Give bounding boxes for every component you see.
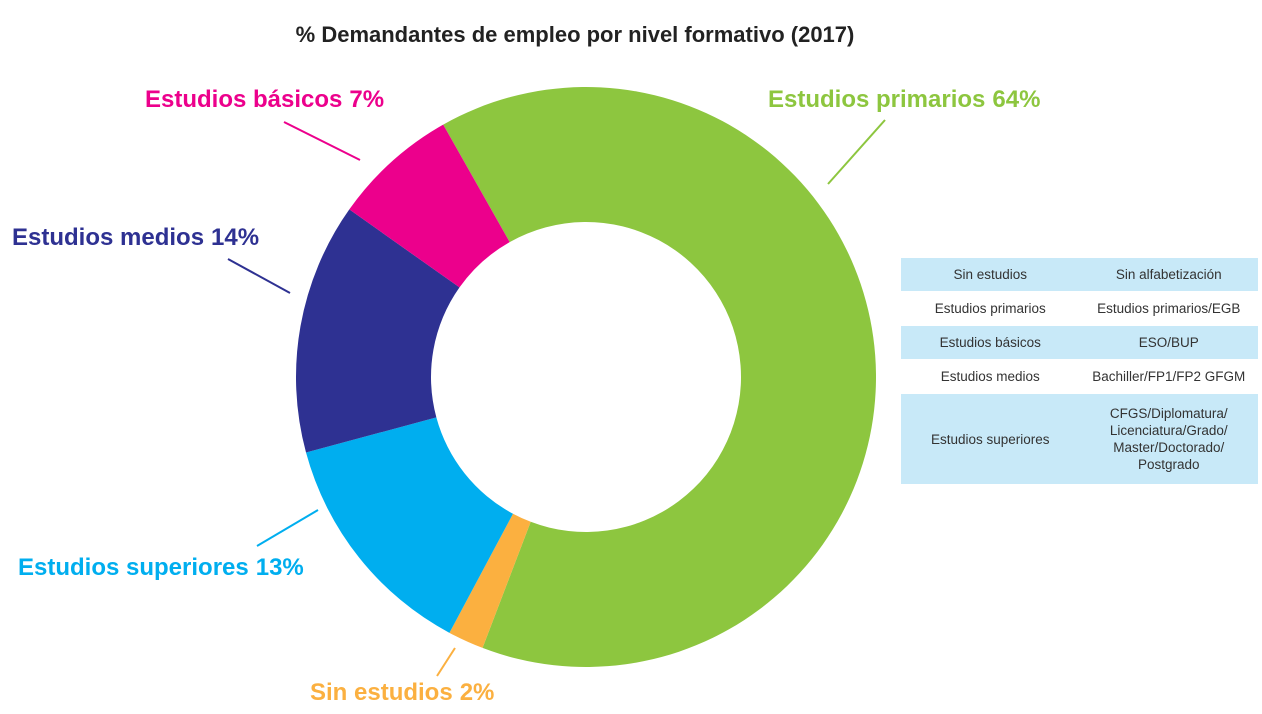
table-cell: Estudios superiores: [901, 393, 1080, 484]
label-value: 2%: [460, 679, 495, 706]
leader-line: [256, 509, 319, 547]
label-value: 7%: [349, 86, 384, 113]
donut-segment: [449, 513, 531, 648]
data-label: Estudios primarios 64%: [768, 86, 1040, 113]
table-cell: Estudios primarios: [901, 291, 1080, 326]
table-row: Estudios básicos ESO/BUP: [901, 325, 1258, 360]
data-label: Estudios básicos 7%: [145, 86, 384, 113]
table-cell: Estudios básicos: [901, 325, 1080, 360]
leader-line: [827, 119, 886, 185]
table-row: Estudios medios Bachiller/FP1/FP2 GFGM: [901, 359, 1258, 394]
table-row: Estudios primarios Estudios primarios/EGB: [901, 291, 1258, 326]
leader-line: [436, 647, 456, 677]
table-row: Estudios superiores CFGS/Diplomatura/ Lic…: [901, 393, 1258, 484]
table-cell: Estudios medios: [901, 359, 1080, 394]
label-category: Sin estudios: [310, 679, 453, 706]
chart-title: % Demandantes de empleo por nivel format…: [296, 22, 855, 47]
label-value: 64%: [992, 86, 1040, 113]
label-category: Estudios primarios: [768, 86, 985, 113]
data-label: Estudios medios 14%: [12, 224, 259, 251]
table-cell: Sin estudios: [901, 257, 1080, 292]
table-row: Sin estudios Sin alfabetización: [901, 257, 1258, 292]
table-cell: Bachiller/FP1/FP2 GFGM: [1079, 359, 1258, 394]
donut-segment: [443, 87, 876, 667]
label-category: Estudios básicos: [145, 86, 342, 113]
data-label: Estudios superiores 13%: [18, 554, 304, 581]
label-value: 14%: [211, 224, 259, 251]
donut-segment: [349, 124, 510, 288]
donut-segment: [295, 209, 460, 453]
label-category: Estudios medios: [12, 224, 204, 251]
label-category: Estudios superiores: [18, 554, 249, 581]
label-value: 13%: [256, 554, 304, 581]
leader-line: [227, 258, 291, 294]
data-label: Sin estudios 2%: [310, 679, 494, 706]
table-cell: CFGS/Diplomatura/ Licenciatura/Grado/ Ma…: [1079, 393, 1258, 484]
legend-table: Sin estudios Sin alfabetización Estudios p…: [901, 257, 1258, 484]
table-cell: ESO/BUP: [1079, 325, 1258, 360]
donut-segment: [306, 417, 513, 633]
leader-line: [283, 121, 361, 161]
table-cell: Sin alfabetización: [1079, 257, 1258, 292]
table-cell: Estudios primarios/EGB: [1079, 291, 1258, 326]
